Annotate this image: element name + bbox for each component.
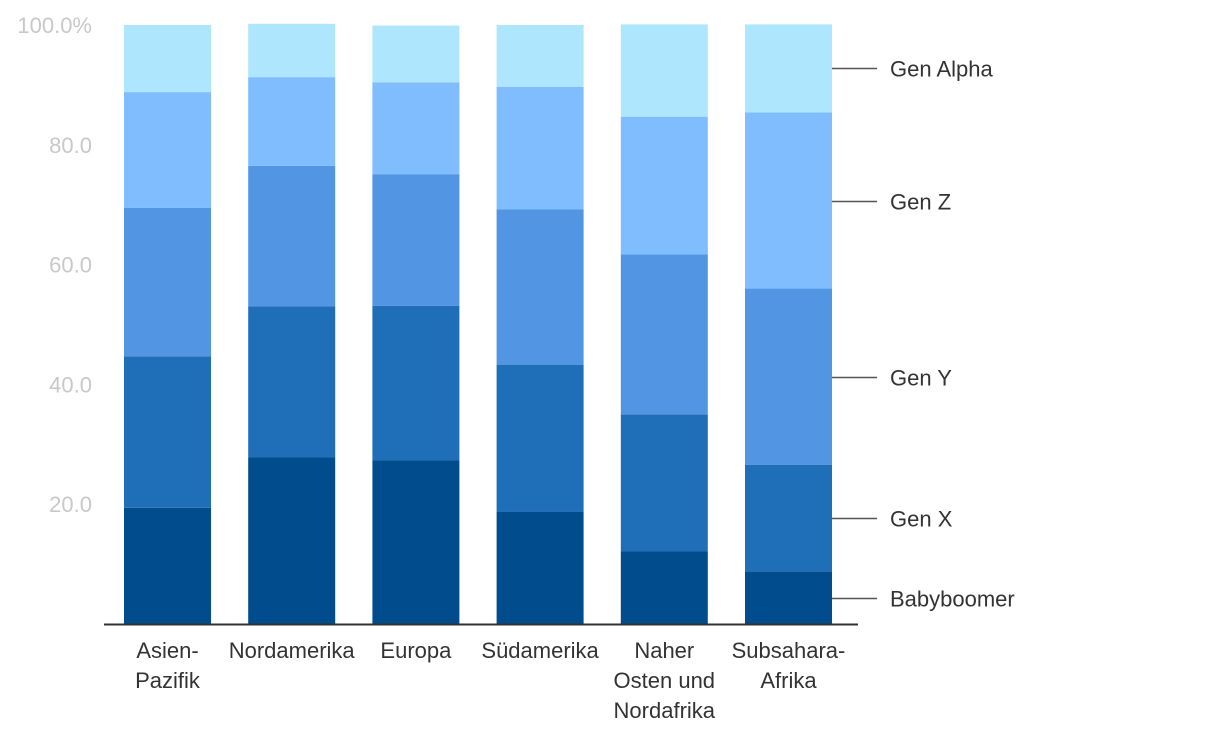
x-tick-label: Südamerika [481,638,599,663]
bar-segment [248,457,336,624]
bar-segment [372,460,460,624]
y-tick-label: 80.0 [49,133,92,158]
legend-label: Gen X [890,507,953,532]
x-tick-label-line: Europa [380,638,452,663]
y-tick-label: 40.0 [49,372,92,397]
bar-segment [620,551,708,624]
bar-segment [124,507,211,624]
bar-segment [620,254,708,415]
bar-segment [372,305,460,461]
legend-label: Gen Z [890,190,951,215]
bar-segment [620,24,708,117]
bar-group [372,25,460,624]
x-tick-label-line: Asien- [136,638,198,663]
y-axis-ticks: 20.0 40.0 60.0 80.0 100.0% [17,13,92,517]
x-tick-label-line: Nordafrika [614,698,716,723]
x-axis-labels: Asien- Pazifik Nordamerika Europa Südamerika… [135,638,845,723]
bar-group [496,25,584,624]
x-tick-label: Nordamerika [229,638,356,663]
bar-group [620,24,708,624]
x-tick-label: Naher Osten und Nordafrika [614,638,716,723]
bar-segment [248,23,336,78]
legend: Babyboomer Gen X Gen Y Gen Z Gen Alpha [832,57,1015,612]
x-tick-label-line: Afrika [760,668,817,693]
bar-segment [248,165,336,307]
x-tick-label: Subsahara- Afrika [732,638,846,693]
x-tick-label: Asien- Pazifik [135,638,201,693]
legend-label: Babyboomer [890,587,1015,612]
bar-segment [124,207,211,357]
bar-segment [745,571,832,624]
bar-segment [248,77,336,166]
bar-segment [124,92,211,208]
bar-segment [745,24,832,113]
bar-segment [372,82,460,175]
bar-segment [620,414,708,552]
bar-segment [745,288,832,465]
x-tick-label-line: Naher [634,638,694,663]
x-tick-label: Europa [380,638,452,663]
y-tick-label: 60.0 [49,253,92,278]
bar-segment [248,306,336,458]
bar-group [745,24,832,624]
bar-segment [745,464,832,572]
legend-label: Gen Alpha [890,57,994,82]
bar-segment [124,25,211,93]
bar-segment [496,86,584,210]
y-tick-label: 100.0% [17,13,92,38]
bar-segment [496,364,584,512]
x-tick-label-line: Pazifik [135,668,201,693]
bar-segment [620,116,708,255]
bar-segment [745,112,832,289]
bar-group [124,25,211,624]
bar-segment [496,511,584,624]
x-tick-label-line: Subsahara- [732,638,846,663]
bar-segment [496,25,584,87]
bars [124,23,832,624]
legend-label: Gen Y [890,366,952,391]
x-tick-label-line: Südamerika [481,638,599,663]
y-tick-label: 20.0 [49,492,92,517]
bar-group [248,23,336,624]
x-tick-label-line: Osten und [614,668,716,693]
bar-segment [372,25,460,83]
bar-segment [372,174,460,306]
bar-segment [496,209,584,365]
x-tick-label-line: Nordamerika [229,638,356,663]
bar-segment [124,356,211,508]
